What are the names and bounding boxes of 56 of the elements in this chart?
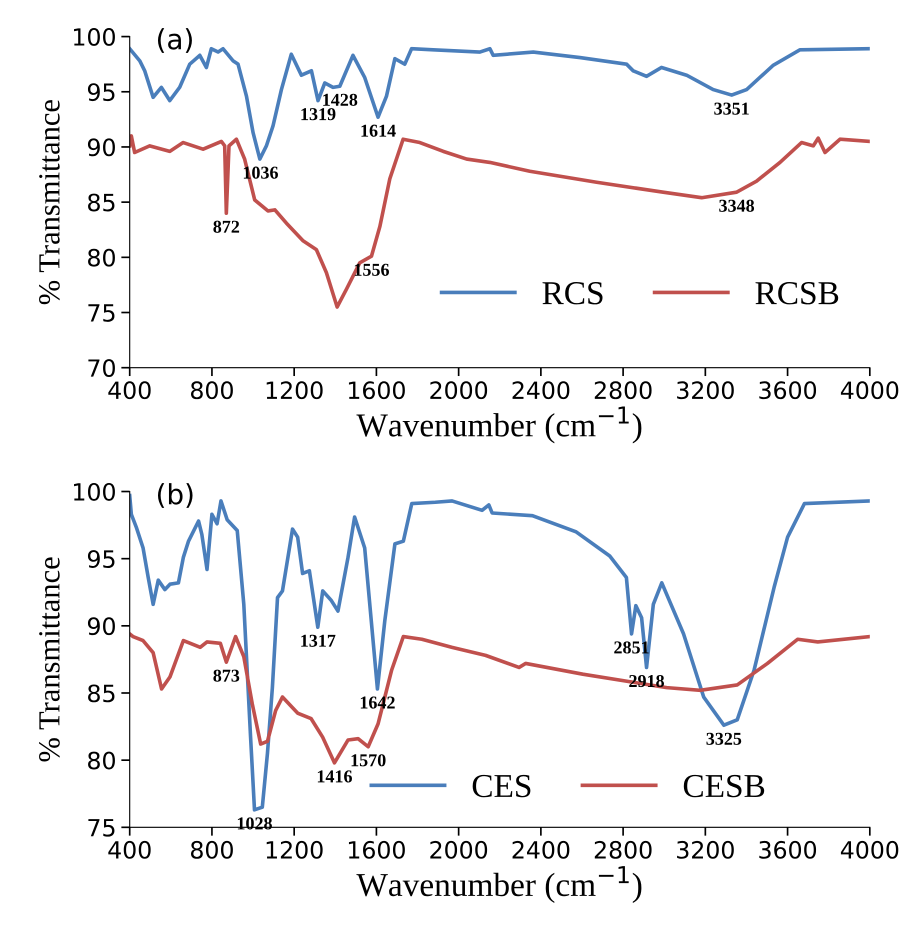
chart-title: (a): [158, 28, 192, 53]
annotation: 1614: [361, 124, 396, 137]
annotation: 1028: [238, 817, 272, 830]
x-tick-label: 3200: [677, 381, 734, 400]
annotation: 3325: [706, 732, 742, 745]
x-tick-label: 2800: [594, 381, 652, 400]
x-tick-label: 1600: [348, 840, 405, 859]
y-tick-label: 95: [88, 550, 114, 568]
x-tick-label: 1200: [266, 381, 323, 400]
annotation: 3348: [719, 200, 754, 212]
x-tick-label: 2000: [430, 381, 488, 400]
x-tick-label: 2000: [430, 840, 488, 859]
x-tick-label: 4000: [840, 840, 898, 859]
x-tick-label: 4000: [840, 381, 898, 400]
y-axis-title: % Transmittance: [39, 557, 60, 762]
y-tick-label: 80: [88, 248, 115, 267]
x-tick-label: 3600: [759, 840, 816, 859]
chart-title: (b): [158, 483, 193, 508]
annotation: 3351: [714, 102, 749, 115]
x-axis-title: Wavenumber (cm$^{−1}$): [356, 406, 642, 444]
x-tick-label: 2800: [594, 840, 652, 859]
y-tick-label: 95: [88, 83, 114, 102]
x-tick-label: 800: [191, 840, 233, 859]
y-tick-label: 85: [88, 684, 114, 702]
y-axis-title: % Transmittance: [39, 100, 60, 304]
x-tick-label: 400: [108, 840, 151, 859]
y-tick-label: 85: [88, 194, 114, 212]
x-tick-label: 3600: [759, 381, 816, 400]
legend-label: RCS: [542, 282, 603, 304]
legend-label: CES: [472, 774, 530, 798]
legend-label: RCSB: [756, 282, 838, 304]
x-tick-label: 1200: [266, 840, 323, 859]
legend-label: CESB: [684, 774, 764, 798]
annotation: 873: [213, 670, 240, 682]
y-tick-label: 75: [88, 819, 114, 837]
y-tick-label: 75: [88, 304, 114, 322]
y-tick-label: 100: [74, 482, 115, 501]
x-tick-label: 2400: [512, 381, 570, 400]
x-tick-label: 400: [108, 381, 151, 400]
y-tick-label: 90: [88, 138, 115, 156]
line-series: [130, 632, 870, 765]
annotation: 1428: [323, 94, 358, 106]
y-tick-label: 80: [88, 752, 115, 770]
annotation: 1416: [318, 770, 352, 782]
x-tick-label: 2400: [512, 840, 570, 859]
x-tick-label: 800: [191, 381, 233, 400]
x-axis-title: Wavenumber (cm$^{−1}$): [356, 866, 642, 904]
annotation: 1319: [301, 108, 336, 120]
annotation: 1570: [352, 754, 386, 766]
annotation: 1317: [301, 634, 336, 647]
x-tick-label: 1600: [348, 381, 405, 400]
y-tick-label: 70: [88, 359, 115, 377]
y-tick-label: 90: [88, 617, 115, 636]
annotation: 872: [213, 220, 240, 233]
y-tick-label: 100: [74, 28, 115, 46]
x-tick-label: 3200: [677, 840, 734, 859]
